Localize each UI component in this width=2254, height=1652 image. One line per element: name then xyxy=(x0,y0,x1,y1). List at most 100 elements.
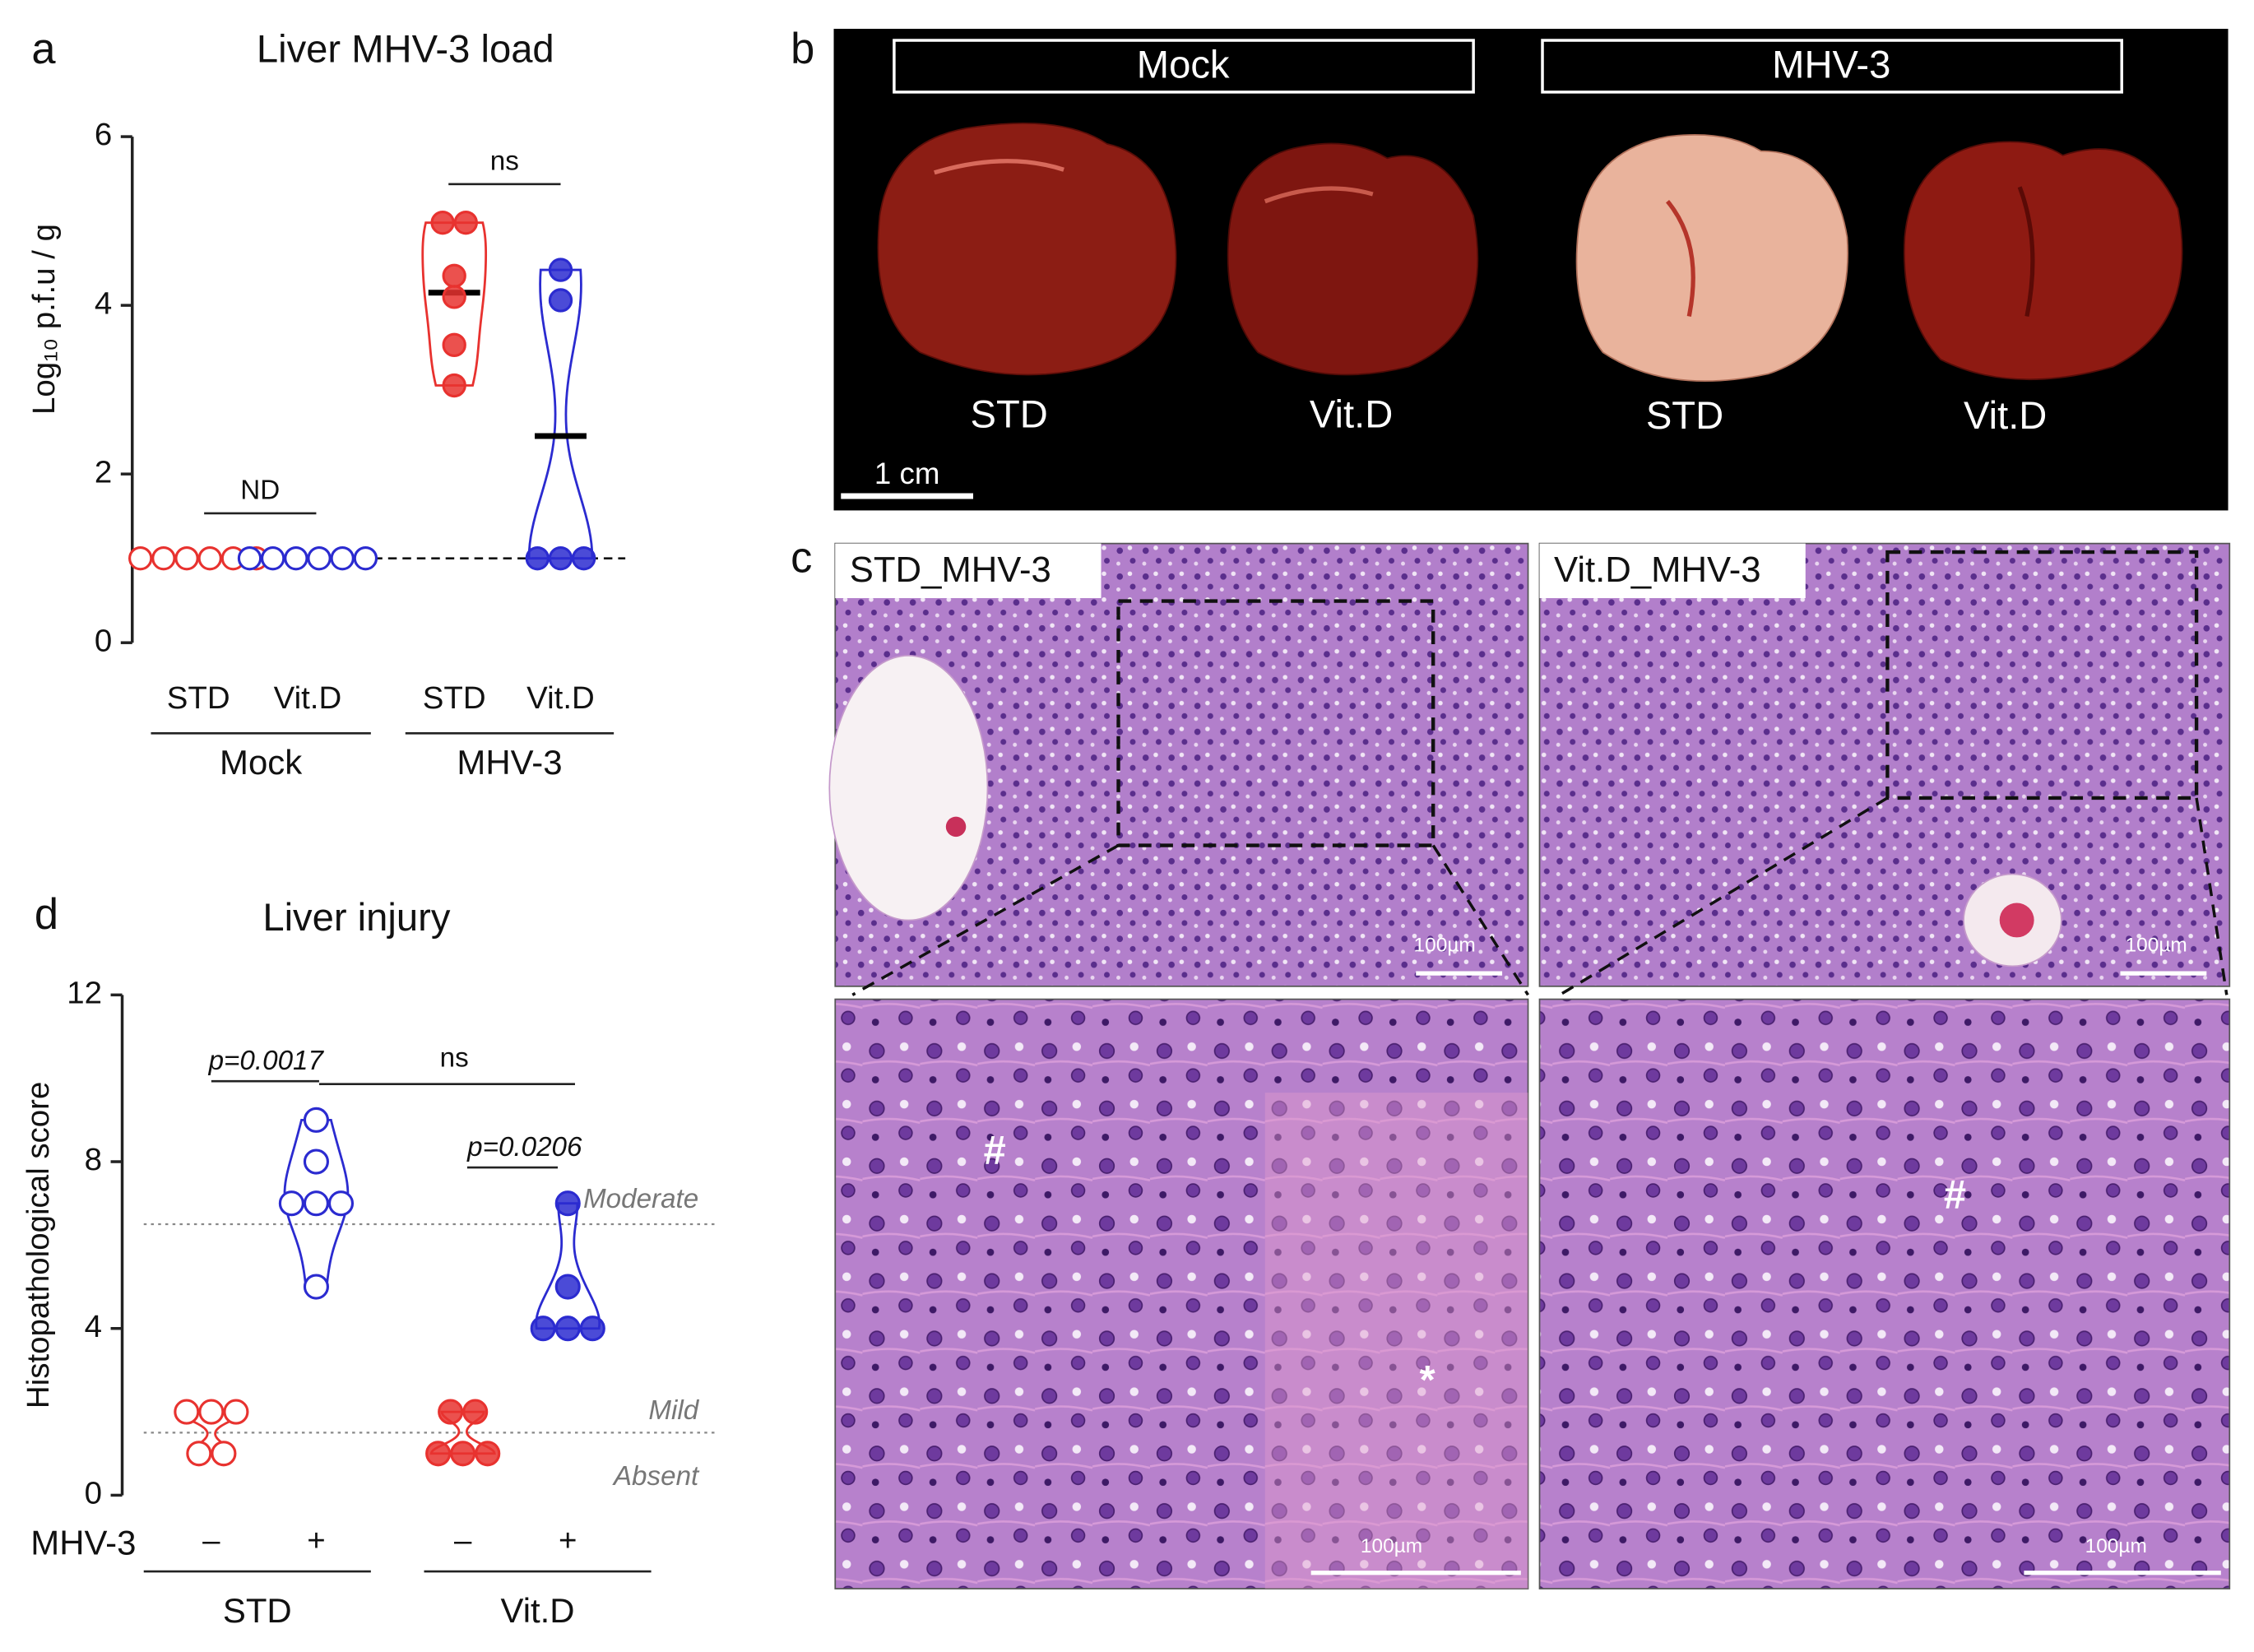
data-point xyxy=(303,1107,329,1133)
significance-label: ns xyxy=(490,146,519,176)
panel-c: STD_MHV-3 Vit.D_MHV-3 100µm 100µm 100µm … xyxy=(828,542,2231,1589)
data-point xyxy=(442,285,466,309)
violin xyxy=(421,221,488,387)
data-point xyxy=(303,1149,329,1175)
significance-label: ns xyxy=(440,1043,469,1074)
data-point xyxy=(128,546,153,571)
y-axis-label: Histopathological score xyxy=(21,1082,56,1408)
data-point xyxy=(453,210,478,235)
liver xyxy=(1575,134,1848,383)
data-point xyxy=(554,1190,581,1217)
photo-label: Vit.D xyxy=(1310,392,1393,435)
lesion-marker: * xyxy=(1420,1358,1435,1403)
x-tick-label: Vit.D xyxy=(274,680,342,716)
data-point xyxy=(438,1399,464,1425)
data-point xyxy=(197,546,222,571)
liver-highlight xyxy=(1264,186,1374,204)
data-point xyxy=(554,1316,581,1342)
column-header: Mock xyxy=(1137,43,1230,86)
liver-highlight xyxy=(934,159,1064,175)
lesion-marker: # xyxy=(1944,1173,1966,1218)
y-tick-label: 2 xyxy=(95,454,112,490)
data-point xyxy=(548,288,573,313)
data-point xyxy=(330,546,355,571)
data-point xyxy=(261,546,285,571)
data-point xyxy=(174,1399,200,1425)
scale-label: 100µm xyxy=(2126,934,2187,956)
data-point xyxy=(530,1316,556,1342)
data-point xyxy=(284,546,308,571)
lesion-marker: # xyxy=(984,1128,1006,1172)
x-tick-label: STD xyxy=(167,680,230,716)
scale-label: 100µm xyxy=(2085,1535,2147,1557)
panel-letter: c xyxy=(791,534,812,582)
chart-title: Liver MHV-3 load xyxy=(257,26,554,70)
panel-letter: b xyxy=(791,26,814,73)
y-tick-label: 12 xyxy=(67,975,102,1010)
y-tick-label: 8 xyxy=(85,1142,102,1177)
data-point xyxy=(186,1441,212,1467)
row-label: MHV-3 xyxy=(30,1524,136,1562)
liver xyxy=(1904,141,2183,381)
data-point xyxy=(303,1190,329,1217)
group-label: STD xyxy=(223,1591,292,1630)
necrosis-zone xyxy=(1264,1093,1528,1589)
data-point xyxy=(327,1190,355,1217)
y-tick-label: 4 xyxy=(95,285,112,321)
x-tick-label: Vit.D xyxy=(526,680,595,716)
y-tick-label: 0 xyxy=(85,1476,102,1511)
title-box xyxy=(835,543,1101,599)
data-point xyxy=(579,1316,605,1342)
histology-image xyxy=(1538,542,2231,987)
scale-label: 100µm xyxy=(1414,934,1476,956)
group-label: MHV-3 xyxy=(457,743,562,782)
title-box xyxy=(1539,543,1806,599)
x-tick-label: STD xyxy=(423,680,486,716)
x-tick-label: – xyxy=(202,1523,220,1558)
liver xyxy=(1227,142,1479,376)
data-point xyxy=(425,1441,452,1467)
zoom-box xyxy=(1885,550,2199,800)
column-header: MHV-3 xyxy=(1772,43,1890,86)
data-point xyxy=(442,332,466,357)
data-point xyxy=(223,1399,249,1425)
image-title: Vit.D_MHV-3 xyxy=(1554,550,1761,590)
scale-label: 1 cm xyxy=(874,457,940,490)
histology-image xyxy=(834,998,1529,1589)
panel-letter: a xyxy=(31,26,56,73)
blood-cells xyxy=(945,816,967,838)
data-point xyxy=(450,1441,476,1467)
significance-label: p=0.0206 xyxy=(466,1132,582,1162)
violin xyxy=(527,268,594,560)
zone-label: Moderate xyxy=(583,1184,698,1214)
zoom-line xyxy=(1431,844,1530,996)
group-label: Mock xyxy=(220,743,303,782)
zoom-line xyxy=(851,844,1120,996)
data-point xyxy=(548,546,573,571)
data-point xyxy=(278,1190,304,1217)
zone-label: Mild xyxy=(648,1395,699,1426)
y-axis-label: Log₁₀ p.f.u / g xyxy=(26,224,62,415)
photo-label: STD xyxy=(971,392,1048,435)
image-title: STD_MHV-3 xyxy=(850,550,1051,590)
significance-label: ND xyxy=(240,475,280,505)
violin xyxy=(535,1202,601,1330)
data-point xyxy=(174,546,199,571)
data-point xyxy=(353,546,378,571)
zoom-line xyxy=(2195,797,2228,995)
header-box xyxy=(893,39,1475,94)
y-tick-label: 4 xyxy=(85,1309,102,1344)
y-tick-label: 0 xyxy=(95,623,112,658)
data-point xyxy=(462,1399,489,1425)
liver-lesion xyxy=(1666,200,1695,318)
data-point xyxy=(198,1399,225,1425)
panel-letter: d xyxy=(35,891,58,939)
liver xyxy=(877,123,1177,376)
data-point xyxy=(303,1274,329,1300)
panel-b: Mock MHV-3 STD Vit.D STD Vit.D 1 cm xyxy=(833,29,2228,511)
data-point xyxy=(237,546,262,571)
photo-label: STD xyxy=(1646,393,1723,437)
